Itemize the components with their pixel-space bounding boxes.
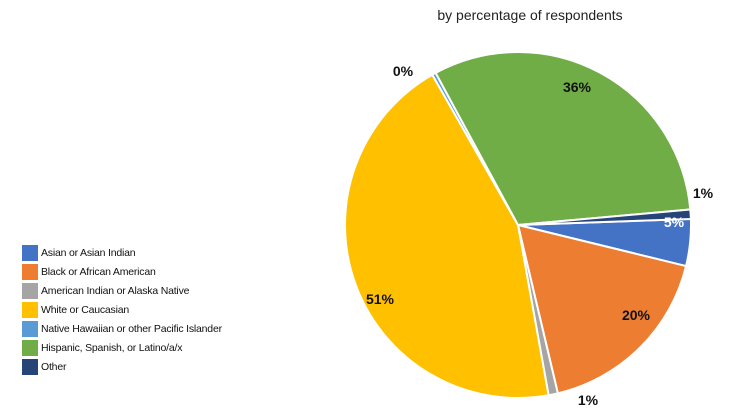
legend-swatch — [22, 301, 38, 318]
slice-label: 36% — [563, 79, 592, 95]
slice-label: 5% — [664, 214, 685, 230]
legend-swatch — [22, 358, 38, 375]
pie-slice — [517, 208, 692, 226]
legend-swatch — [22, 339, 38, 356]
chart-subtitle: by percentage of respondents — [437, 7, 623, 23]
slice-label: 1% — [693, 185, 714, 201]
pie-slice — [516, 223, 688, 395]
legend-item: American Indian or Alaska Native — [22, 281, 222, 300]
legend-label: White or Caucasian — [41, 303, 130, 316]
pie-slice — [344, 73, 550, 399]
pie-slice — [434, 51, 692, 227]
legend-item: Hispanic, Spanish, or Latino/a/x — [22, 338, 222, 357]
legend-label: Other — [41, 360, 67, 373]
legend-item: Asian or Asian Indian — [22, 243, 222, 262]
legend-item: Native Hawaiian or other Pacific Islande… — [22, 319, 222, 338]
slice-label: 0% — [393, 63, 414, 79]
legend-swatch — [22, 244, 38, 261]
legend-item: Black or African American — [22, 262, 222, 281]
legend: Asian or Asian Indian Black or African Am… — [22, 243, 222, 376]
legend-label: Hispanic, Spanish, or Latino/a/x — [41, 341, 183, 354]
legend-label: Black or African American — [41, 265, 156, 278]
slice-label: 51% — [366, 291, 395, 307]
slice-label: 1% — [578, 392, 599, 408]
legend-swatch — [22, 320, 38, 337]
legend-swatch — [22, 263, 38, 280]
legend-label: Asian or Asian Indian — [41, 246, 136, 259]
legend-item: White or Caucasian — [22, 300, 222, 319]
legend-label: American Indian or Alaska Native — [41, 284, 190, 297]
legend-item: Other — [22, 357, 222, 376]
legend-label: Native Hawaiian or other Pacific Islande… — [41, 322, 222, 335]
slice-label: 20% — [622, 307, 651, 323]
legend-swatch — [22, 282, 38, 299]
